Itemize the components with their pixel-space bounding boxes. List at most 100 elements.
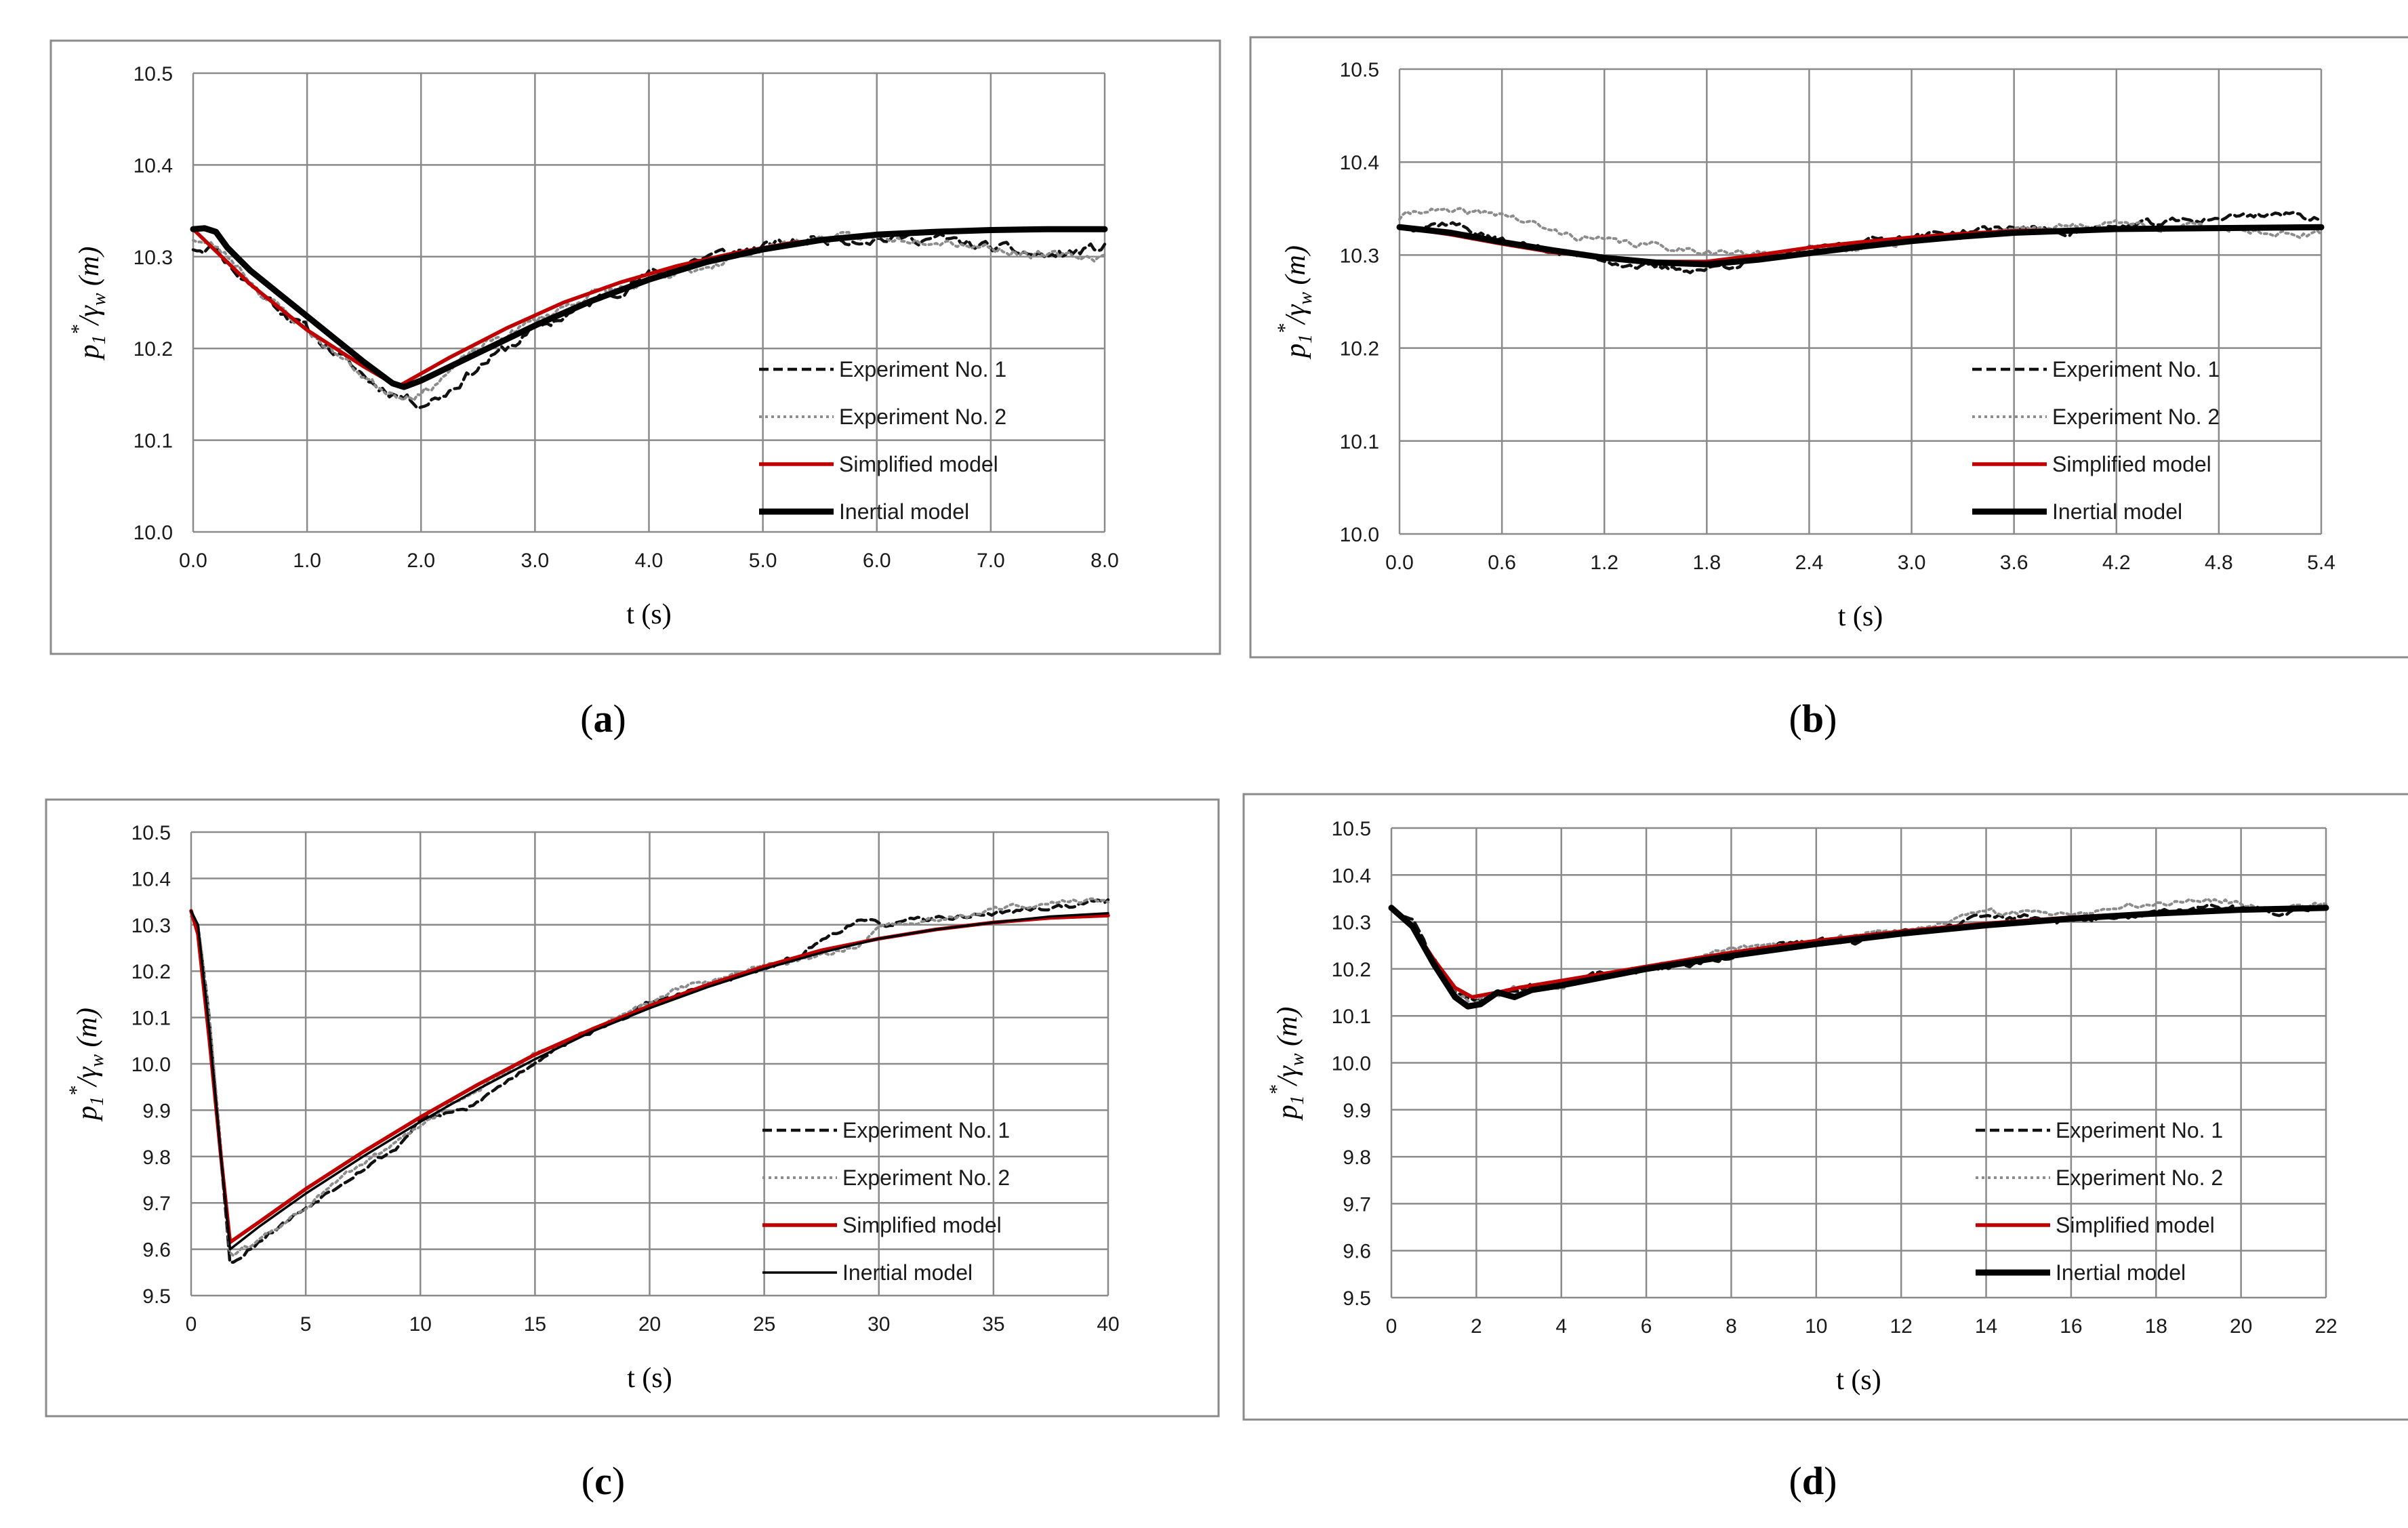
series-line-inertial <box>1396 224 2325 268</box>
x-tick-label: 10 <box>409 1313 432 1336</box>
gridlines <box>1390 827 2327 1299</box>
y-tick-label: 9.6 <box>142 1239 171 1262</box>
x-tick-label: 35 <box>982 1313 1004 1336</box>
x-axis-title: t (s) <box>1836 1365 1881 1396</box>
x-tick-label: 12 <box>1890 1315 1912 1338</box>
x-tick-label: 0.0 <box>179 550 207 572</box>
x-tick-label: 6.0 <box>863 550 891 572</box>
x-tick-label: 2.0 <box>407 550 435 572</box>
y-tick-label: 9.5 <box>142 1285 171 1308</box>
y-axis-title: p1*/γw (m) <box>67 247 110 361</box>
chart-frame <box>49 39 1221 655</box>
y-tick-label: 9.6 <box>1343 1241 1371 1263</box>
y-tick-label: 10.2 <box>1332 959 1371 981</box>
legend-label-simplified: Simplified model <box>2056 1213 2215 1237</box>
x-tick-label: 1.0 <box>293 550 321 572</box>
x-tick-label: 3.6 <box>2000 552 2028 574</box>
y-tick-label: 10.5 <box>131 822 171 844</box>
x-tick-label: 5 <box>300 1313 312 1336</box>
chart-panel-b: 0.0 0.6 1.2 1.8 2.4 3.0 3.6 4.2 4.8 5.4 10.0 10.1 10… <box>1249 36 2408 659</box>
x-tick-label: 4.8 <box>2205 552 2233 574</box>
legend-label-exp1: Experiment No. 1 <box>2056 1118 2223 1142</box>
series-line-inertial <box>190 225 1108 390</box>
legend-label-inertial: Inertial model <box>2056 1260 2186 1285</box>
x-tick-label: 1.8 <box>1692 552 1721 574</box>
legend-label-exp1: Experiment No. 1 <box>842 1118 1010 1142</box>
legend-label-inertial: Inertial model <box>2052 499 2182 524</box>
x-tick-label: 7.0 <box>977 550 1005 572</box>
x-axis-title: t (s) <box>626 599 672 630</box>
x-tick-label: 14 <box>1975 1315 1997 1338</box>
series-line-inertial <box>190 909 1109 1251</box>
x-tick-label: 0.0 <box>1385 552 1414 574</box>
legend-label-exp2: Experiment No. 2 <box>839 405 1006 429</box>
chart-frame <box>45 798 1220 1418</box>
x-tick-label: 20 <box>638 1313 661 1336</box>
series-line-exp2 <box>190 897 1109 1257</box>
x-axis-title: t (s) <box>1838 601 1883 632</box>
x-tick-label: 10 <box>1805 1315 1827 1338</box>
series-line-inertial <box>1388 905 2329 1010</box>
y-tick-label: 10.4 <box>1340 152 1379 174</box>
y-tick-label: 10.0 <box>131 1054 171 1076</box>
y-tick-label: 10.4 <box>134 154 173 177</box>
panel-label: (a) <box>580 697 626 741</box>
chart-panel-d: 0 2 4 6 8 10 12 14 16 18 20 22 9.5 9.6 9.7 9.8 9.9 10.0 10… <box>1242 793 2408 1421</box>
y-tick-label: 9.5 <box>1343 1287 1371 1310</box>
y-tick-label: 10.2 <box>134 338 173 360</box>
panel-label: (d) <box>1789 1459 1837 1503</box>
x-tick-label: 5.4 <box>2307 552 2335 574</box>
gridlines <box>192 72 1106 533</box>
y-tick-label: 10.5 <box>1332 818 1371 840</box>
x-axis-title: t (s) <box>627 1363 672 1394</box>
legend-label-exp2: Experiment No. 2 <box>2056 1165 2223 1190</box>
x-tick-label: 18 <box>2145 1315 2167 1338</box>
x-tick-label: 20 <box>2230 1315 2252 1338</box>
y-tick-label: 10.1 <box>134 430 173 453</box>
x-tick-label: 0.6 <box>1488 552 1516 574</box>
x-tick-label: 22 <box>2314 1315 2337 1338</box>
y-tick-label: 10.1 <box>1340 431 1379 453</box>
y-tick-label: 10.1 <box>131 1008 171 1030</box>
y-tick-label: 9.7 <box>1343 1193 1371 1216</box>
y-axis-title: p1*/γw (m) <box>1265 1007 1308 1121</box>
chart-panel-a: 0.0 1.0 2.0 3.0 4.0 5.0 6.0 7.0 8.0 10.0 10.1 10.2 1… <box>49 39 1221 655</box>
y-tick-label: 10.3 <box>134 247 173 269</box>
legend-label-simplified: Simplified model <box>839 452 998 476</box>
legend: Experiment No. 1 Experiment No. 2 Simplifi… <box>1972 357 2220 524</box>
y-tick-label: 10.3 <box>1332 912 1371 934</box>
y-tick-label: 10.0 <box>134 522 173 544</box>
y-tick-label: 10.4 <box>1332 865 1371 887</box>
x-tick-label: 15 <box>524 1313 546 1336</box>
y-tick-label: 10.4 <box>131 868 171 890</box>
x-tick-label: 2 <box>1471 1315 1482 1338</box>
legend-label-exp2: Experiment No. 2 <box>842 1165 1010 1190</box>
x-tick-label: 40 <box>1097 1313 1119 1336</box>
y-axis-title: p1*/γw (m) <box>1273 245 1316 360</box>
y-tick-label: 10.5 <box>134 63 173 85</box>
x-tick-label: 4.2 <box>2102 552 2131 574</box>
x-tick-label: 0 <box>1386 1315 1397 1338</box>
x-tick-label: 8.0 <box>1090 550 1119 572</box>
y-tick-label: 9.9 <box>142 1100 171 1122</box>
legend-label-simplified: Simplified model <box>842 1213 1002 1237</box>
chart-panel-c: 0 5 10 15 20 25 30 35 40 9.5 9.6 9.7 9.8 9.9 10.0 10.1 1… <box>45 798 1220 1418</box>
legend-label-inertial: Inertial model <box>839 499 969 524</box>
y-tick-label: 10.3 <box>131 915 171 937</box>
x-tick-label: 3.0 <box>1898 552 1926 574</box>
legend: Experiment No. 1 Experiment No. 2 Simplifi… <box>762 1118 1010 1285</box>
legend-label-exp1: Experiment No. 1 <box>2052 357 2220 381</box>
gridlines <box>1398 68 2323 535</box>
panel-label: (c) <box>581 1459 625 1503</box>
y-tick-label: 10.1 <box>1332 1006 1371 1028</box>
x-tick-label: 2.4 <box>1795 552 1824 574</box>
x-tick-label: 0 <box>186 1313 197 1336</box>
y-axis-title: p1*/γw (m) <box>65 1008 108 1122</box>
x-tick-label: 5.0 <box>749 550 777 572</box>
y-tick-label: 9.8 <box>1343 1147 1371 1169</box>
x-tick-label: 30 <box>868 1313 890 1336</box>
y-tick-label: 10.3 <box>1340 245 1379 267</box>
y-tick-label: 9.8 <box>142 1147 171 1169</box>
x-tick-label: 4.0 <box>635 550 664 572</box>
